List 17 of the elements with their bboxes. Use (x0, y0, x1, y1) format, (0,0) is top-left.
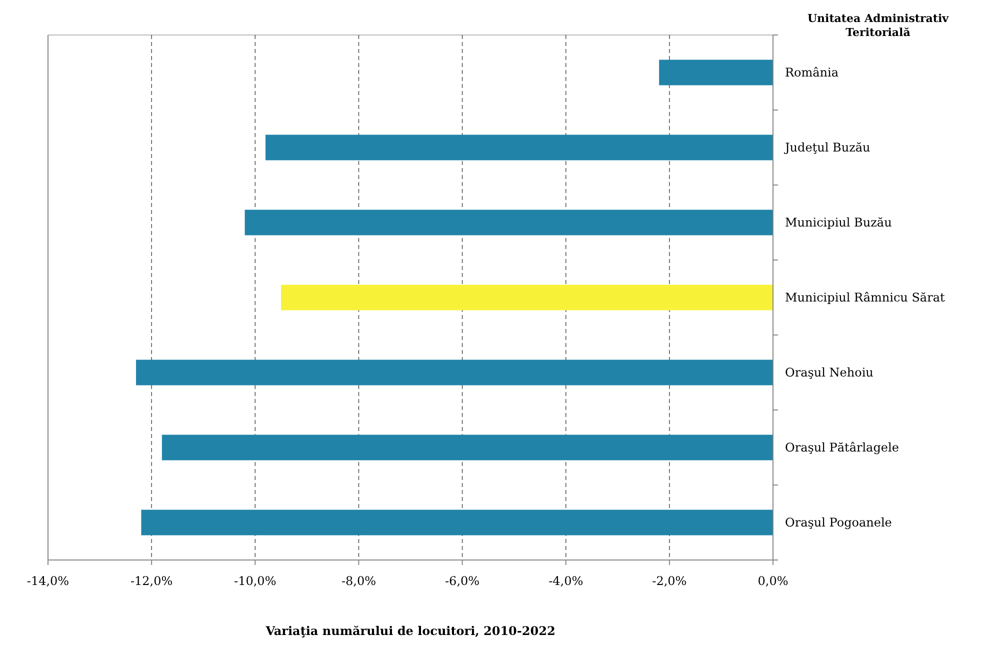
x-tick-label: -8,0% (341, 574, 376, 588)
x-tick-label: -10,0% (234, 574, 276, 588)
x-tick-label: -12,0% (130, 574, 173, 588)
y-tick-label: România (785, 66, 839, 80)
y-tick-label: Oraşul Nehoiu (785, 366, 874, 380)
x-tick-label: -4,0% (548, 574, 584, 588)
y-tick-label: Municipiul Râmnicu Sărat (785, 290, 945, 304)
y-tick-label: Oraşul Pătârlagele (785, 440, 899, 454)
y-tick-label: Judeţul Buzău (783, 140, 871, 154)
x-tick-label: -14,0% (26, 574, 70, 588)
y-tick-label: Oraşul Pogoanele (785, 516, 892, 530)
x-tick-label: 0,0% (758, 574, 788, 588)
x-tick-label: -2,0% (652, 574, 687, 588)
x-axis-title: Variaţia numărului de locuitori, 2010-2022 (264, 624, 556, 638)
y-tick-label: Municipiul Buzău (785, 216, 892, 230)
x-tick-label: -6,0% (445, 574, 480, 588)
y-axis-title: Unitatea Administrativ Teritorială (807, 12, 950, 39)
